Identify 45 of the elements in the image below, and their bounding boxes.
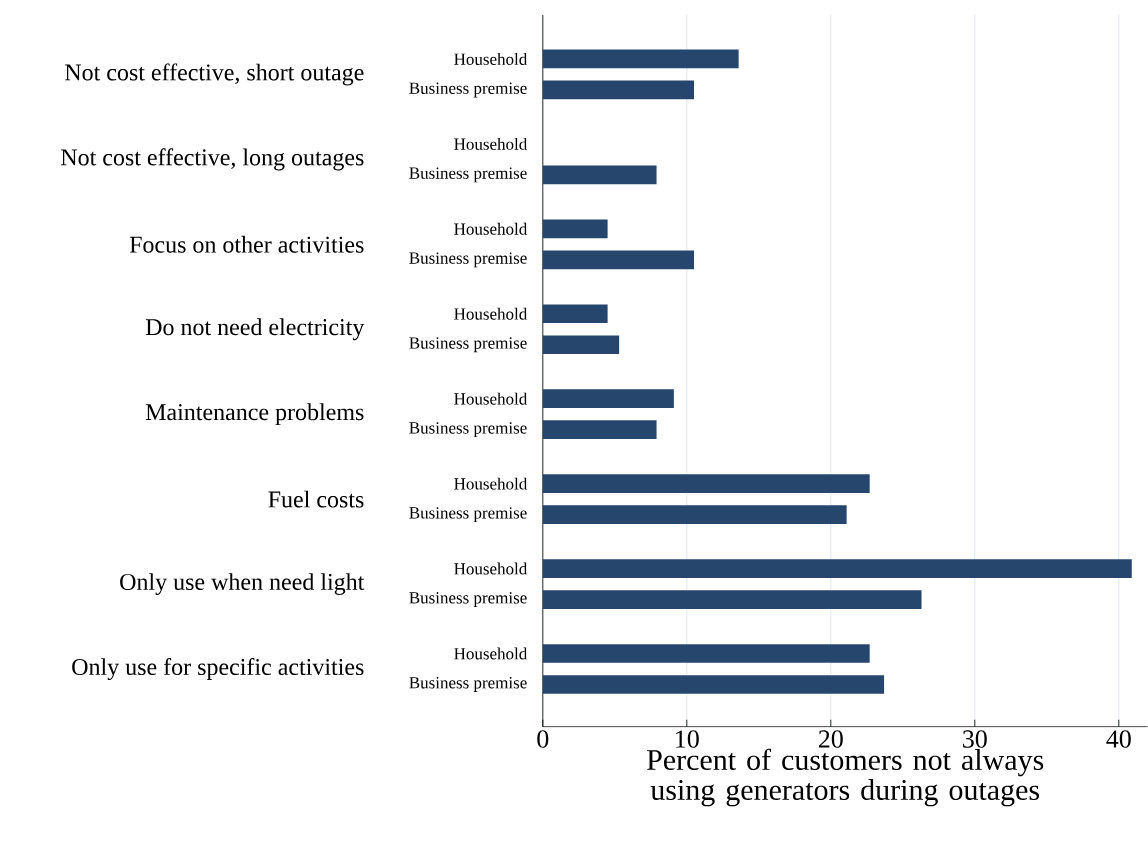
bar — [542, 590, 922, 610]
x-tick-label: 40 — [1106, 730, 1131, 748]
text: Household — [454, 562, 528, 575]
y-tick-label: Focus on other activities — [129, 236, 364, 253]
text: Business premise — [409, 592, 527, 608]
x-axis-title: Percent of customers not always using generators during outages — [647, 748, 1044, 807]
series-label: Business premise — [409, 82, 527, 98]
bar — [542, 389, 674, 409]
y-tick-label: Only use when need light — [120, 573, 365, 596]
bar — [542, 675, 885, 694]
bar — [542, 250, 694, 270]
bar — [542, 335, 620, 355]
x-tick-label: 30 — [963, 730, 987, 748]
text: Business premise — [409, 337, 527, 353]
y-tick-label: Not cost effective, short outage — [65, 63, 364, 86]
bar — [542, 219, 608, 239]
bar — [542, 505, 847, 525]
x-tick-label: 20 — [818, 730, 843, 748]
bar — [542, 474, 870, 494]
bar — [542, 304, 608, 324]
x-tick-label: 10 — [676, 730, 699, 748]
bar — [542, 559, 1132, 579]
bar — [542, 49, 739, 69]
text: Business premise — [409, 422, 527, 438]
bar — [542, 165, 657, 185]
text: Business premise — [409, 677, 527, 693]
y-tick-label: Do not need electricity — [145, 318, 365, 341]
text: Household — [454, 647, 528, 660]
text: Household — [454, 223, 528, 235]
text: Business premise — [409, 507, 527, 523]
bar — [542, 644, 870, 663]
y-tick-label: Only use for specific activities — [72, 658, 364, 681]
series-label: Household — [454, 53, 528, 66]
x-tick-label: 0 — [537, 730, 549, 748]
bar — [542, 420, 657, 440]
y-tick-label: Fuel costs — [268, 490, 364, 508]
text: Household — [454, 138, 528, 151]
y-tick-label: Maintenance problems — [145, 403, 364, 426]
text: Business premise — [409, 252, 527, 268]
text: Household — [454, 392, 528, 405]
y-tick-label: Not cost effective, long outages — [61, 148, 364, 171]
text: Household — [454, 477, 528, 490]
text: Business premise — [409, 167, 527, 183]
text: Household — [454, 307, 528, 320]
bar — [542, 80, 694, 100]
